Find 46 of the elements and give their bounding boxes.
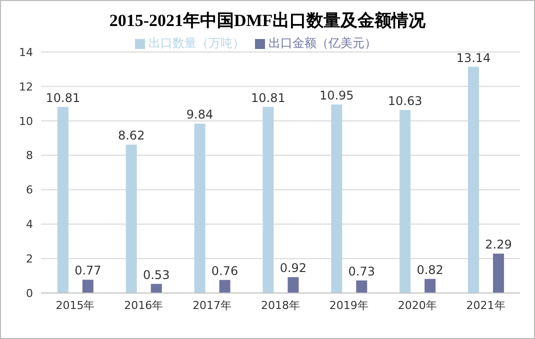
data-label: 10.81 xyxy=(251,90,286,105)
data-label: 2.29 xyxy=(485,238,512,252)
bar xyxy=(194,124,206,293)
data-label: 0.82 xyxy=(416,262,444,277)
bar xyxy=(126,144,137,293)
y-tick-label: 10 xyxy=(19,114,33,128)
data-label: 10.81 xyxy=(46,90,80,105)
x-tick-label: 2017年 xyxy=(192,298,232,312)
y-tick-label: 8 xyxy=(26,149,33,162)
data-label: 0.92 xyxy=(280,261,307,276)
y-tick-label: 4 xyxy=(26,218,33,232)
legend-label: 出口金额（亿美元） xyxy=(268,36,376,50)
y-tick-label: 0 xyxy=(26,286,33,300)
chart-title: 2015-2021年中国DMF出口数量及金额情况 xyxy=(108,10,427,31)
bar xyxy=(331,104,342,293)
bar xyxy=(492,254,504,293)
x-tick-label: 2018年 xyxy=(261,298,300,312)
y-tick-label: 14 xyxy=(19,46,33,59)
x-tick-label: 2015年 xyxy=(56,298,95,312)
x-tick-label: 2020年 xyxy=(398,298,437,312)
data-label: 8.62 xyxy=(118,128,145,143)
bar xyxy=(262,106,274,293)
y-tick-label: 2 xyxy=(26,252,33,266)
bar xyxy=(400,110,411,293)
data-label: 0.77 xyxy=(74,264,102,278)
data-label: 0.76 xyxy=(211,264,238,278)
data-label: 10.95 xyxy=(319,88,354,103)
bar xyxy=(356,280,368,293)
data-label: 0.53 xyxy=(142,268,170,282)
data-label: 10.63 xyxy=(388,94,422,108)
bar xyxy=(57,106,68,293)
legend-label: 出口数量（万吨） xyxy=(148,36,244,50)
bar xyxy=(219,280,230,293)
x-tick-label: 2016年 xyxy=(124,298,164,312)
data-label: 0.73 xyxy=(348,264,375,278)
data-label: 13.14 xyxy=(456,50,491,65)
y-tick-label: 6 xyxy=(26,184,33,197)
bar xyxy=(424,278,436,293)
bar xyxy=(150,284,162,293)
data-label: 9.84 xyxy=(186,108,214,122)
x-tick-label: 2021年 xyxy=(466,298,506,312)
bar xyxy=(82,280,94,293)
y-tick-label: 12 xyxy=(19,80,33,94)
x-tick-label: 2019年 xyxy=(329,298,368,312)
bar xyxy=(288,277,299,293)
bar xyxy=(468,66,479,293)
